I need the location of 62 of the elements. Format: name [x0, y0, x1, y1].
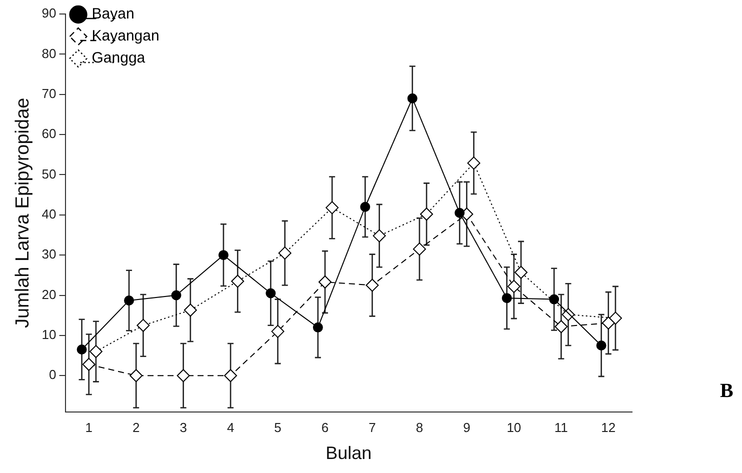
point [184, 304, 197, 317]
point [271, 324, 284, 338]
point [549, 294, 560, 304]
y-tick-label: 10 [42, 327, 56, 342]
point [124, 295, 134, 306]
y-tick-label: 50 [42, 166, 56, 182]
x-tick-label: 4 [226, 420, 234, 436]
point [89, 345, 102, 358]
point [82, 358, 96, 371]
point [602, 316, 615, 330]
y-tick-label: 80 [42, 46, 56, 61]
y-tick-label: 30 [42, 246, 56, 262]
x-tick-label: 7 [368, 420, 376, 436]
point [231, 274, 244, 288]
legend-label: Gangga [92, 50, 146, 67]
point [130, 369, 143, 382]
point [360, 202, 370, 212]
point [554, 320, 568, 334]
x-tick-label: 9 [463, 420, 470, 436]
point [312, 322, 323, 332]
y-tick-label: 20 [42, 286, 56, 302]
x-tick-label: 2 [132, 420, 140, 436]
x-tick-label: 6 [321, 420, 329, 436]
x-tick-label: 1 [85, 420, 92, 436]
legend-label: Bayan [92, 6, 134, 23]
point [278, 246, 292, 260]
x-axis-title: Bulan [326, 443, 372, 464]
point [326, 201, 339, 214]
point [318, 276, 332, 289]
point [412, 242, 426, 256]
point [608, 312, 622, 325]
x-tick-label: 11 [554, 420, 568, 436]
point [76, 344, 87, 355]
x-tick-label: 5 [274, 420, 282, 436]
point [454, 208, 465, 218]
x-tick-label: 3 [180, 420, 187, 436]
y-tick-label: 70 [42, 86, 56, 101]
y-axis-title: Jumlah Larva Epipyropidae [12, 98, 34, 328]
point [420, 208, 434, 221]
legend-label: Kayangan [92, 28, 160, 45]
point [596, 340, 606, 350]
point [372, 229, 386, 242]
point [366, 278, 379, 292]
point [407, 93, 418, 104]
x-tick-label: 10 [506, 420, 522, 436]
point [136, 318, 150, 332]
point [224, 369, 238, 382]
y-tick-label: 90 [42, 6, 56, 21]
text: B [720, 380, 734, 402]
x-tick-label: 8 [416, 420, 424, 436]
point [176, 369, 190, 382]
point [218, 250, 228, 260]
point [502, 293, 512, 304]
point [507, 280, 520, 293]
point [266, 288, 276, 298]
y-tick-label: 60 [42, 126, 56, 142]
point [514, 266, 528, 279]
point [467, 156, 480, 170]
y-tick-label: 40 [42, 206, 56, 222]
point [171, 290, 182, 300]
y-tick-label: 0 [49, 367, 56, 382]
x-tick-label: 12 [601, 420, 616, 436]
